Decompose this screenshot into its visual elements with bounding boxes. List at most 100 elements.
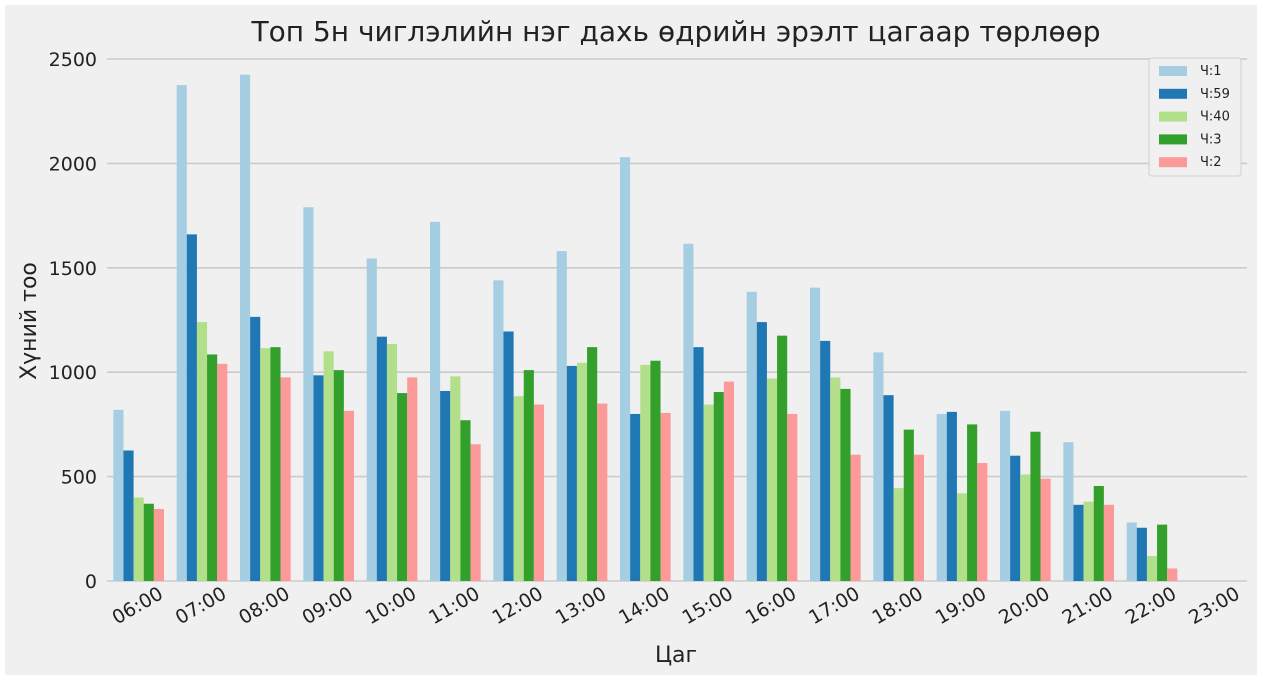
bar: [503, 331, 514, 581]
bar: [640, 364, 651, 581]
gridlines: [107, 58, 1247, 582]
bar: [850, 454, 861, 581]
chart-title: Топ 5н чиглэлийн нэг дахь өдрийн эрэлт ц…: [251, 15, 1101, 48]
bar: [513, 396, 524, 581]
legend-swatch: [1159, 88, 1187, 99]
bar: [313, 375, 324, 581]
bar-series: [123, 234, 1147, 581]
bar: [820, 340, 831, 581]
bar: [946, 411, 957, 581]
bar: [683, 243, 694, 581]
bar: [1010, 455, 1021, 581]
bar: [1083, 501, 1094, 581]
bar: [343, 410, 354, 581]
bar: [323, 351, 334, 581]
bar: [280, 377, 291, 581]
bar: [977, 463, 988, 581]
bar: [1157, 524, 1168, 581]
legend-box: [1148, 57, 1242, 177]
bar: [693, 347, 704, 581]
bar: [1063, 442, 1074, 581]
y-tick-label: 1500: [49, 258, 97, 280]
bar: [840, 388, 851, 581]
y-axis-label: Хүний тоо: [17, 262, 42, 380]
bar: [430, 221, 441, 581]
bar: [260, 348, 271, 581]
bar: [1073, 504, 1084, 581]
bar: [967, 424, 978, 581]
bar: [587, 347, 598, 581]
bar: [830, 377, 841, 581]
legend-swatch: [1159, 66, 1187, 76]
legend-label: Ч:1: [1200, 64, 1222, 79]
bar: [450, 376, 461, 581]
legend-label: Ч:59: [1200, 87, 1230, 102]
bar: [556, 251, 567, 581]
bar: [883, 395, 894, 581]
bar: [470, 444, 481, 581]
bar: [630, 413, 641, 581]
legend-swatch: [1159, 157, 1187, 168]
bar: [873, 352, 884, 581]
bar: [1020, 474, 1031, 581]
bar: [713, 392, 724, 581]
legend-label: Ч:40: [1200, 110, 1230, 125]
bar: [956, 493, 968, 581]
bar: [493, 280, 504, 581]
bar: [240, 74, 251, 581]
x-axis-label: Цаг: [655, 643, 697, 668]
legend-swatch: [1159, 111, 1187, 122]
y-tick-label: 1000: [49, 362, 97, 384]
bar: [113, 409, 124, 581]
bar: [386, 344, 398, 581]
bar: [660, 412, 671, 581]
bar: [777, 335, 788, 581]
y-tick-label: 2000: [49, 153, 97, 175]
bar: [576, 362, 588, 581]
legend: Ч:1 Ч:59 Ч:40 Ч:3 Ч:2: [1148, 57, 1242, 177]
bar: [303, 207, 314, 582]
bar: [936, 413, 947, 581]
bar: [756, 322, 767, 581]
bar: [153, 508, 164, 581]
bar: [440, 390, 451, 581]
bar: [913, 454, 924, 581]
bar: [597, 403, 608, 581]
bar: [1167, 568, 1178, 581]
legend-label: Ч:2: [1200, 155, 1222, 170]
bar: [133, 497, 144, 581]
bar: [766, 378, 778, 581]
bar: [250, 316, 261, 581]
bar: [746, 291, 757, 581]
bar: [176, 85, 187, 581]
bar: [787, 413, 798, 581]
bar: [1103, 504, 1114, 581]
bar: [270, 347, 281, 581]
bar: [1030, 431, 1041, 581]
bar: [723, 381, 734, 581]
bar: [523, 370, 534, 581]
bar: [1040, 478, 1051, 581]
bar: [566, 365, 577, 581]
bar: [620, 157, 631, 582]
bar: [893, 488, 904, 581]
y-tick-label: 0: [85, 571, 97, 593]
bar-series: [153, 363, 1178, 581]
legend-swatch: [1159, 134, 1187, 145]
bar-series: [133, 322, 1158, 581]
bar: [810, 287, 821, 581]
y-tick-label: 2500: [49, 49, 97, 71]
bar: [703, 404, 714, 581]
bar: [407, 377, 418, 581]
bar: [1093, 485, 1104, 581]
bar: [196, 322, 208, 581]
bar: [143, 503, 154, 581]
legend-label: Ч:3: [1200, 132, 1222, 147]
bar: [207, 354, 218, 581]
bar: [903, 429, 914, 581]
bar-series: [113, 74, 1137, 582]
bar: [333, 370, 344, 581]
bar: [1000, 410, 1011, 581]
